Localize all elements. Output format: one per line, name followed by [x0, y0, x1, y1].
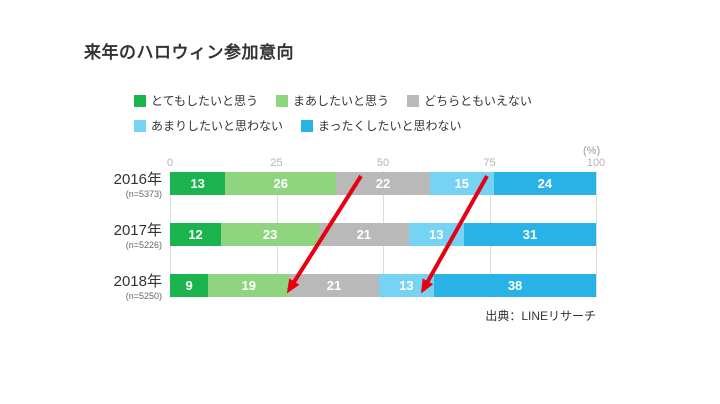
legend-item: まあしたいと思う [276, 92, 389, 109]
year-label: 2017年 [113, 222, 162, 239]
source-credit: 出典：LINEリサーチ [485, 309, 596, 323]
legend-swatch [276, 94, 289, 107]
legend-swatch [301, 119, 314, 132]
legend-swatch [407, 94, 420, 107]
bar-segment: 23 [221, 223, 320, 246]
year-label: 2016年 [113, 171, 162, 188]
bar-segment: 13 [170, 172, 226, 195]
bar-segment: 21 [289, 274, 379, 297]
bar-segment: 13 [378, 274, 435, 297]
legend-label: まったくしたいと思わない [318, 119, 462, 133]
bar-segment: 9 [170, 274, 209, 297]
bar-segment: 13 [408, 223, 464, 246]
x-tick-label: 0 [166, 157, 174, 169]
legend-label: どちらともいえない [424, 94, 532, 108]
legend-swatch [134, 119, 146, 132]
bar-segment: 38 [434, 274, 596, 297]
bar-segment: 12 [170, 223, 222, 246]
x-tick-label: 50 [376, 157, 390, 169]
legend-item: とてもしたいと思う [134, 92, 258, 109]
bar-segment: 21 [319, 223, 409, 246]
bar-segment: 19 [208, 274, 290, 297]
year-label: 2018年 [113, 273, 162, 290]
bar-segment: 26 [225, 172, 337, 195]
sample-size-label: (n=5226) [125, 240, 162, 250]
legend-item: どちらともいえない [407, 92, 532, 109]
x-tick-label: 75 [483, 157, 496, 169]
bar-segment: 22 [336, 172, 430, 195]
legend-row: あまりしたいと思わない まったくしたいと思わない [134, 117, 532, 134]
sample-size-label: (n=5373) [125, 189, 162, 199]
x-tick-label: 100 [586, 157, 606, 169]
page-title: 来年のハロウィン参加意向 [84, 43, 294, 62]
percent-unit-label: (%) [583, 145, 601, 157]
category-label: 2016年 (n=5373) [40, 171, 162, 200]
gridline [596, 171, 597, 298]
legend-label: あまりしたいと思わない [151, 119, 284, 133]
legend: とてもしたいと思う まあしたいと思う どちらともいえないあまりしたいと思わない まった… [134, 92, 532, 134]
legend-item: あまりしたいと思わない [134, 117, 283, 134]
bar-segment: 31 [463, 223, 596, 246]
x-tick-label: 25 [270, 157, 283, 169]
legend-label: まあしたいと思う [293, 94, 390, 108]
bar-segment: 24 [493, 172, 596, 195]
category-label: 2017年 (n=5226) [40, 222, 162, 251]
bar-segment: 15 [429, 172, 494, 195]
legend-row: とてもしたいと思う まあしたいと思う どちらともいえない [134, 92, 532, 109]
category-label: 2018年 (n=5250) [40, 273, 162, 302]
legend-item: まったくしたいと思わない [301, 117, 462, 134]
sample-size-label: (n=5250) [125, 291, 162, 301]
legend-label: とてもしたいと思う [151, 94, 259, 108]
legend-swatch [134, 94, 146, 107]
